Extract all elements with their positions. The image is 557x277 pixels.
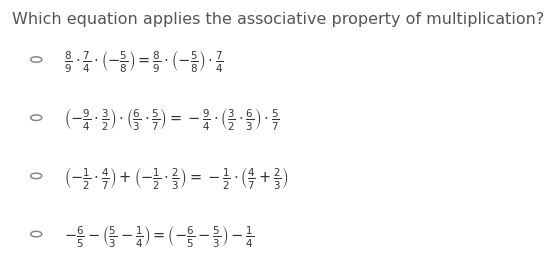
Text: $\left(-\frac{9}{4} \cdot \frac{3}{2}\right) \cdot \left(\frac{6}{3} \cdot \frac: $\left(-\frac{9}{4} \cdot \frac{3}{2}\ri…	[64, 107, 280, 134]
Text: $-\frac{6}{5} - \left(\frac{5}{3} - \frac{1}{4}\right) = \left(-\frac{6}{5} - \f: $-\frac{6}{5} - \left(\frac{5}{3} - \fra…	[64, 224, 254, 250]
Text: Which equation applies the associative property of multiplication?: Which equation applies the associative p…	[12, 12, 545, 27]
Text: $\left(-\frac{1}{2} \cdot \frac{4}{7}\right) + \left(-\frac{1}{2} \cdot \frac{2}: $\left(-\frac{1}{2} \cdot \frac{4}{7}\ri…	[64, 166, 289, 192]
Text: $\frac{8}{9} \cdot \frac{7}{4} \cdot \left(-\frac{5}{8}\right) = \frac{8}{9} \cd: $\frac{8}{9} \cdot \frac{7}{4} \cdot \le…	[64, 49, 224, 75]
